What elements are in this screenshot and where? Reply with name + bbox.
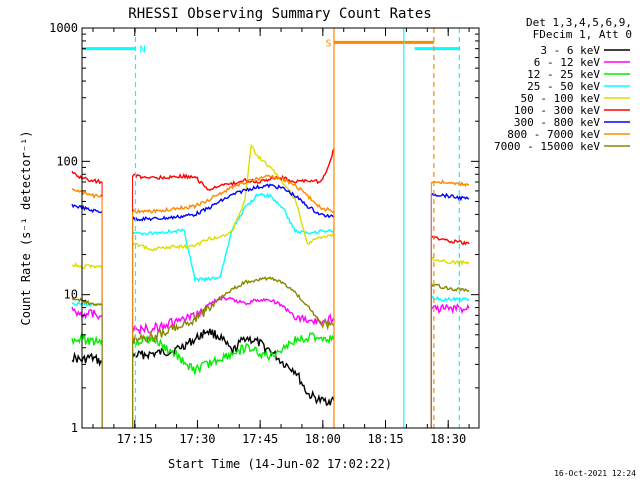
annotation-s: S <box>326 38 332 49</box>
series-6-segment-2 <box>131 148 335 192</box>
series-1-segment-1 <box>71 351 103 367</box>
x-tick-label-1: 17:15 <box>117 432 153 446</box>
legend-label-4: 25 - 50 keV <box>527 80 600 93</box>
y-axis-label: Count Rate (s⁻¹ detector⁻¹) <box>19 130 33 325</box>
legend-header-1: Det 1,3,4,5,6,9, <box>526 16 632 29</box>
series-2-segment-3 <box>431 302 470 315</box>
legend-label-3: 12 - 25 keV <box>527 68 600 81</box>
series-5-segment-3 <box>430 256 470 266</box>
series-7-segment-1 <box>71 203 103 214</box>
series-3-segment-2 <box>131 331 335 375</box>
series-9-segment-1 <box>71 297 103 307</box>
series-9-segment-3 <box>430 283 470 293</box>
series-7-segment-2 <box>131 183 335 222</box>
plot-frame <box>81 27 480 429</box>
annotation-n: N <box>140 45 146 56</box>
legend-label-6: 100 - 300 keV <box>514 104 600 117</box>
x-tick-label-4: 18:00 <box>305 432 341 446</box>
legend-label-5: 50 - 100 keV <box>521 92 601 105</box>
legend-header-2: FDecim 1, Att 0 <box>533 28 632 41</box>
series-6-segment-3 <box>431 235 470 246</box>
y-tick-label-2: 10 <box>64 288 78 302</box>
series-8-segment-1 <box>71 188 103 199</box>
series-8-segment-2 <box>131 174 335 215</box>
series-7-segment-3 <box>430 192 470 202</box>
series-4-segment-1 <box>71 301 103 307</box>
legend-label-1: 3 - 6 keV <box>540 44 600 57</box>
legend-label-7: 300 - 800 keV <box>514 116 600 129</box>
series-4-segment-3 <box>430 295 470 303</box>
series-8-segment-3 <box>431 179 470 187</box>
x-tick-label-6: 18:30 <box>430 432 466 446</box>
chart-title: RHESSI Observing Summary Count Rates <box>128 6 431 22</box>
series-2-segment-2 <box>131 296 335 335</box>
series-3-segment-1 <box>71 331 103 346</box>
x-tick-label-5: 18:15 <box>367 432 403 446</box>
x-tick-label-2: 17:30 <box>179 432 215 446</box>
series-5-segment-2 <box>132 143 335 252</box>
y-tick-label-3: 100 <box>56 154 78 168</box>
y-tick-label-4: 1000 <box>49 21 78 35</box>
series-2-segment-1 <box>71 306 103 321</box>
timestamp-footer: 16-Oct-2021 12:24 <box>554 469 636 478</box>
x-axis-label: Start Time (14-Jun-02 17:02:22) <box>168 457 392 471</box>
x-tick-label-3: 17:45 <box>242 432 278 446</box>
y-tick-label-1: 1 <box>71 421 78 435</box>
series-9-segment-2 <box>131 276 335 344</box>
series-5-segment-1 <box>71 262 103 270</box>
legend-label-2: 6 - 12 keV <box>534 56 601 69</box>
series-6-segment-1 <box>71 170 103 185</box>
legend-label-8: 800 - 7000 keV <box>507 128 600 141</box>
legend-label-9: 7000 - 15000 keV <box>494 140 600 153</box>
